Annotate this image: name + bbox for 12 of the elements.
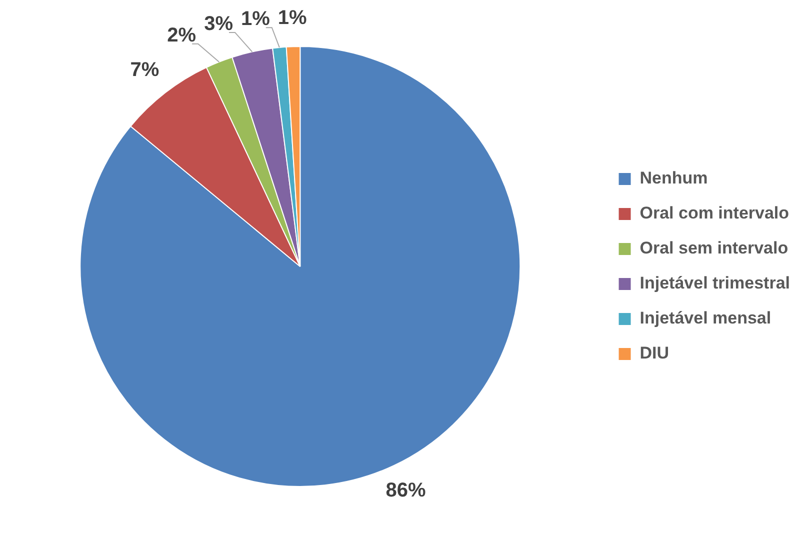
- legend-label: Oral sem intervalo: [640, 238, 788, 258]
- data-label: 86%: [386, 479, 426, 502]
- data-label: 1%: [278, 7, 308, 30]
- data-label: 2%: [167, 24, 196, 46]
- legend-label: DIU: [640, 344, 670, 363]
- legend-label: Nenhum: [640, 168, 708, 188]
- data-label: 7%: [130, 59, 160, 82]
- legend-label: Injetável mensal: [640, 308, 772, 328]
- legend-label: Injetável trimestral: [640, 274, 790, 293]
- data-label: 3%: [204, 12, 234, 35]
- data-label: 1%: [240, 8, 270, 30]
- legend-label: Oral com intervalo: [640, 204, 790, 223]
